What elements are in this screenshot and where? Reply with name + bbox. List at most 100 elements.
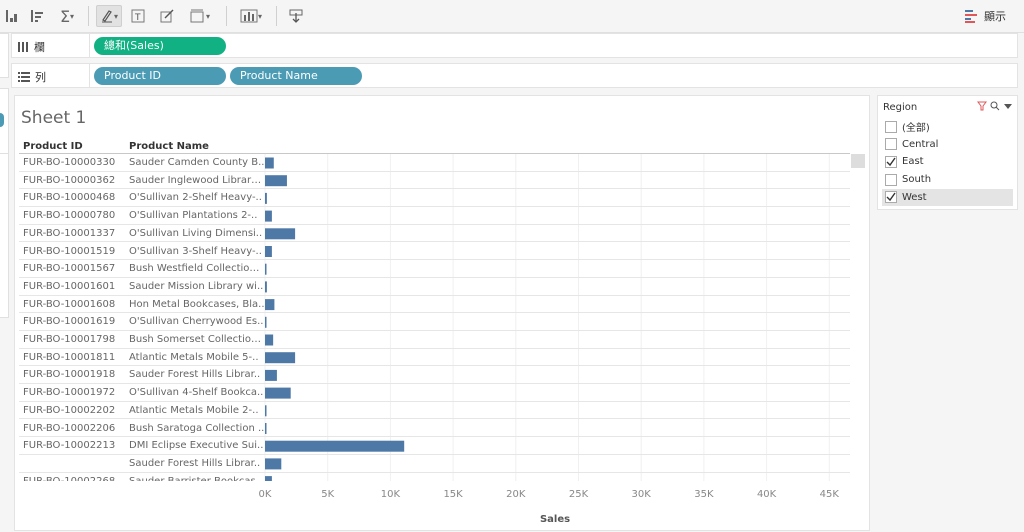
product-id-cell[interactable]: FUR-BO-10002202 (23, 404, 116, 416)
product-id-cell[interactable]: FUR-BO-10001619 (23, 316, 116, 328)
search-icon[interactable] (990, 101, 1000, 111)
sum-sales-pill[interactable]: 總和(Sales) (94, 37, 226, 55)
clear-filter-icon[interactable] (977, 101, 987, 111)
sales-bar[interactable] (265, 175, 287, 187)
product-id-cell[interactable]: FUR-BO-10002268 (23, 476, 127, 481)
product-name-cell[interactable]: Sauder Mission Library wi.. (129, 280, 264, 292)
table-row[interactable]: FUR-BO-10000330 Sauder Camden County B.. (19, 154, 850, 172)
annotate-icon[interactable] (158, 5, 176, 27)
sales-bar[interactable] (265, 369, 277, 381)
table-row[interactable]: FUR-BO-10001619 O'Sullivan Cherrywood Es.… (19, 313, 850, 331)
product-id-cell[interactable]: FUR-BO-10000362 (23, 174, 116, 186)
download-icon[interactable] (286, 5, 306, 27)
sales-bar[interactable] (265, 476, 272, 481)
table-row[interactable]: FUR-BO-10000468 O'Sullivan 2-Shelf Heavy-… (19, 189, 850, 208)
totals-icon[interactable]: Σ ▾ (59, 6, 75, 26)
product-id-cell[interactable]: FUR-BO-10001811 (23, 351, 116, 363)
product-name-cell[interactable]: Hon Metal Bookcases, Bla.. (129, 298, 265, 310)
product-name-cell[interactable]: Bush Westfield Collection .. (129, 263, 265, 275)
product-name-cell[interactable]: O'Sullivan 4-Shelf Bookca.. (129, 387, 264, 399)
checkbox[interactable] (885, 155, 897, 168)
sales-bar[interactable] (265, 192, 267, 204)
product-name-cell[interactable]: O'Sullivan Plantations 2-.. (129, 210, 258, 222)
product-name-cell[interactable]: O'Sullivan Living Dimensi.. (129, 227, 263, 239)
show-me-button[interactable]: 顯示 (964, 8, 1006, 24)
checkbox[interactable] (885, 138, 897, 151)
sales-bar[interactable] (265, 352, 296, 364)
table-row[interactable]: Sauder Forest Hills Librar.. (19, 455, 850, 473)
menu-dropdown-icon[interactable] (1003, 101, 1013, 111)
product-name-cell[interactable]: Sauder Inglewood Library .. (129, 174, 265, 186)
sheet-title[interactable]: Sheet 1 (21, 108, 87, 128)
product-id-cell[interactable]: FUR-BO-10001519 (23, 245, 116, 257)
product-name-cell[interactable]: DMI Eclipse Executive Sui.. (129, 440, 264, 452)
product-name-header[interactable]: Product Name (129, 141, 209, 152)
sales-bar[interactable] (265, 458, 282, 470)
product-name-cell[interactable]: Sauder Camden County B.. (129, 157, 265, 168)
product-name-cell[interactable]: Bush Somerset Collection .. (129, 334, 265, 345)
product-id-cell[interactable]: FUR-BO-10001337 (23, 227, 116, 239)
product-id-pill[interactable]: Product ID (94, 67, 226, 85)
sales-bar[interactable] (265, 423, 267, 434)
region-filter-item[interactable]: East (882, 153, 1013, 170)
region-filter-item[interactable]: (全部) (882, 118, 1013, 135)
product-id-cell[interactable]: FUR-BO-10002206 (23, 422, 116, 434)
product-name-cell[interactable]: Atlantic Metals Mobile 2-.. (129, 404, 259, 416)
product-name-cell[interactable]: Sauder Forest Hills Librar.. (129, 369, 261, 381)
table-row[interactable]: FUR-BO-10001601 Sauder Mission Library wi… (19, 278, 850, 296)
text-label-icon[interactable]: T (129, 5, 147, 27)
table-row[interactable]: FUR-BO-10001798 Bush Somerset Collection … (19, 331, 850, 349)
product-id-cell[interactable]: FUR-BO-10000468 (23, 192, 116, 204)
show-me-chart-icon[interactable]: ▾ (236, 5, 266, 27)
product-id-cell[interactable]: FUR-BO-10000780 (23, 210, 116, 222)
sales-bar[interactable] (265, 387, 291, 399)
vertical-scrollbar[interactable] (851, 154, 865, 168)
table-row[interactable]: FUR-BO-10001972 O'Sullivan 4-Shelf Bookca… (19, 384, 850, 402)
product-id-cell[interactable]: FUR-BO-10001972 (23, 387, 116, 399)
table-row[interactable]: FUR-BO-10001811 Atlantic Metals Mobile 5-… (19, 349, 850, 367)
sales-bar[interactable] (265, 246, 272, 257)
table-row[interactable]: FUR-BO-10002268Sauder Barrister Bookcas.… (19, 473, 850, 481)
product-id-cell[interactable]: FUR-BO-10001918 (23, 369, 116, 381)
checkbox[interactable] (885, 173, 897, 186)
sales-bar[interactable] (265, 334, 274, 346)
product-name-cell[interactable]: Atlantic Metals Mobile 5-.. (129, 351, 259, 363)
table-row[interactable]: FUR-BO-10002213 DMI Eclipse Executive Sui… (19, 437, 850, 455)
product-name-cell[interactable]: O'Sullivan 2-Shelf Heavy-.. (129, 192, 262, 204)
checkbox[interactable] (885, 120, 897, 133)
sales-bar[interactable] (265, 263, 267, 275)
table-row[interactable]: FUR-BO-10002202 Atlantic Metals Mobile 2-… (19, 402, 850, 420)
region-filter-item[interactable]: West (882, 188, 1013, 206)
sales-bar[interactable] (265, 405, 267, 417)
product-name-pill[interactable]: Product Name (230, 67, 362, 85)
product-id-cell[interactable]: FUR-BO-10001798 (23, 334, 116, 345)
sales-bar[interactable] (265, 228, 296, 240)
sales-bar[interactable] (265, 157, 274, 169)
rows-shelf[interactable]: 列 Product ID Product Name (11, 63, 1018, 88)
fit-icon[interactable]: ▾ (186, 5, 214, 27)
product-id-cell[interactable]: FUR-BO-10001608 (23, 298, 116, 310)
checkbox[interactable] (885, 191, 897, 204)
sales-bar[interactable] (265, 316, 267, 328)
sales-bar[interactable] (265, 210, 272, 222)
table-row[interactable]: FUR-BO-10001519 O'Sullivan 3-Shelf Heavy-… (19, 243, 850, 261)
sort-ascending-icon[interactable] (2, 5, 22, 27)
table-row[interactable]: FUR-BO-10001337 O'Sullivan Living Dimensi… (19, 225, 850, 243)
product-name-cell[interactable]: O'Sullivan Cherrywood Es.. (129, 316, 264, 328)
table-row[interactable]: FUR-BO-10002206 Bush Saratoga Collection … (19, 420, 850, 438)
table-row[interactable]: FUR-BO-10001608 Hon Metal Bookcases, Bla.… (19, 296, 850, 314)
product-id-cell[interactable]: FUR-BO-10001601 (23, 280, 116, 292)
sales-bar[interactable] (265, 281, 267, 293)
sales-bar[interactable] (265, 299, 275, 311)
product-name-cell[interactable]: O'Sullivan 3-Shelf Heavy-.. (129, 245, 262, 257)
product-id-header[interactable]: Product ID (23, 141, 83, 152)
table-row[interactable]: FUR-BO-10001918 Sauder Forest Hills Libra… (19, 366, 850, 385)
sort-descending-icon[interactable] (27, 5, 47, 27)
product-id-cell[interactable]: FUR-BO-10000330 (23, 157, 116, 168)
product-name-cell[interactable]: Sauder Forest Hills Librar.. (129, 457, 261, 469)
region-filter-item[interactable]: Central (882, 136, 1013, 153)
table-row[interactable]: FUR-BO-10001567 Bush Westfield Collection… (19, 260, 850, 278)
table-row[interactable]: FUR-BO-10000362 Sauder Inglewood Library … (19, 172, 850, 190)
highlight-icon[interactable]: ▾ (96, 5, 122, 27)
region-filter-item[interactable]: South (882, 171, 1013, 188)
